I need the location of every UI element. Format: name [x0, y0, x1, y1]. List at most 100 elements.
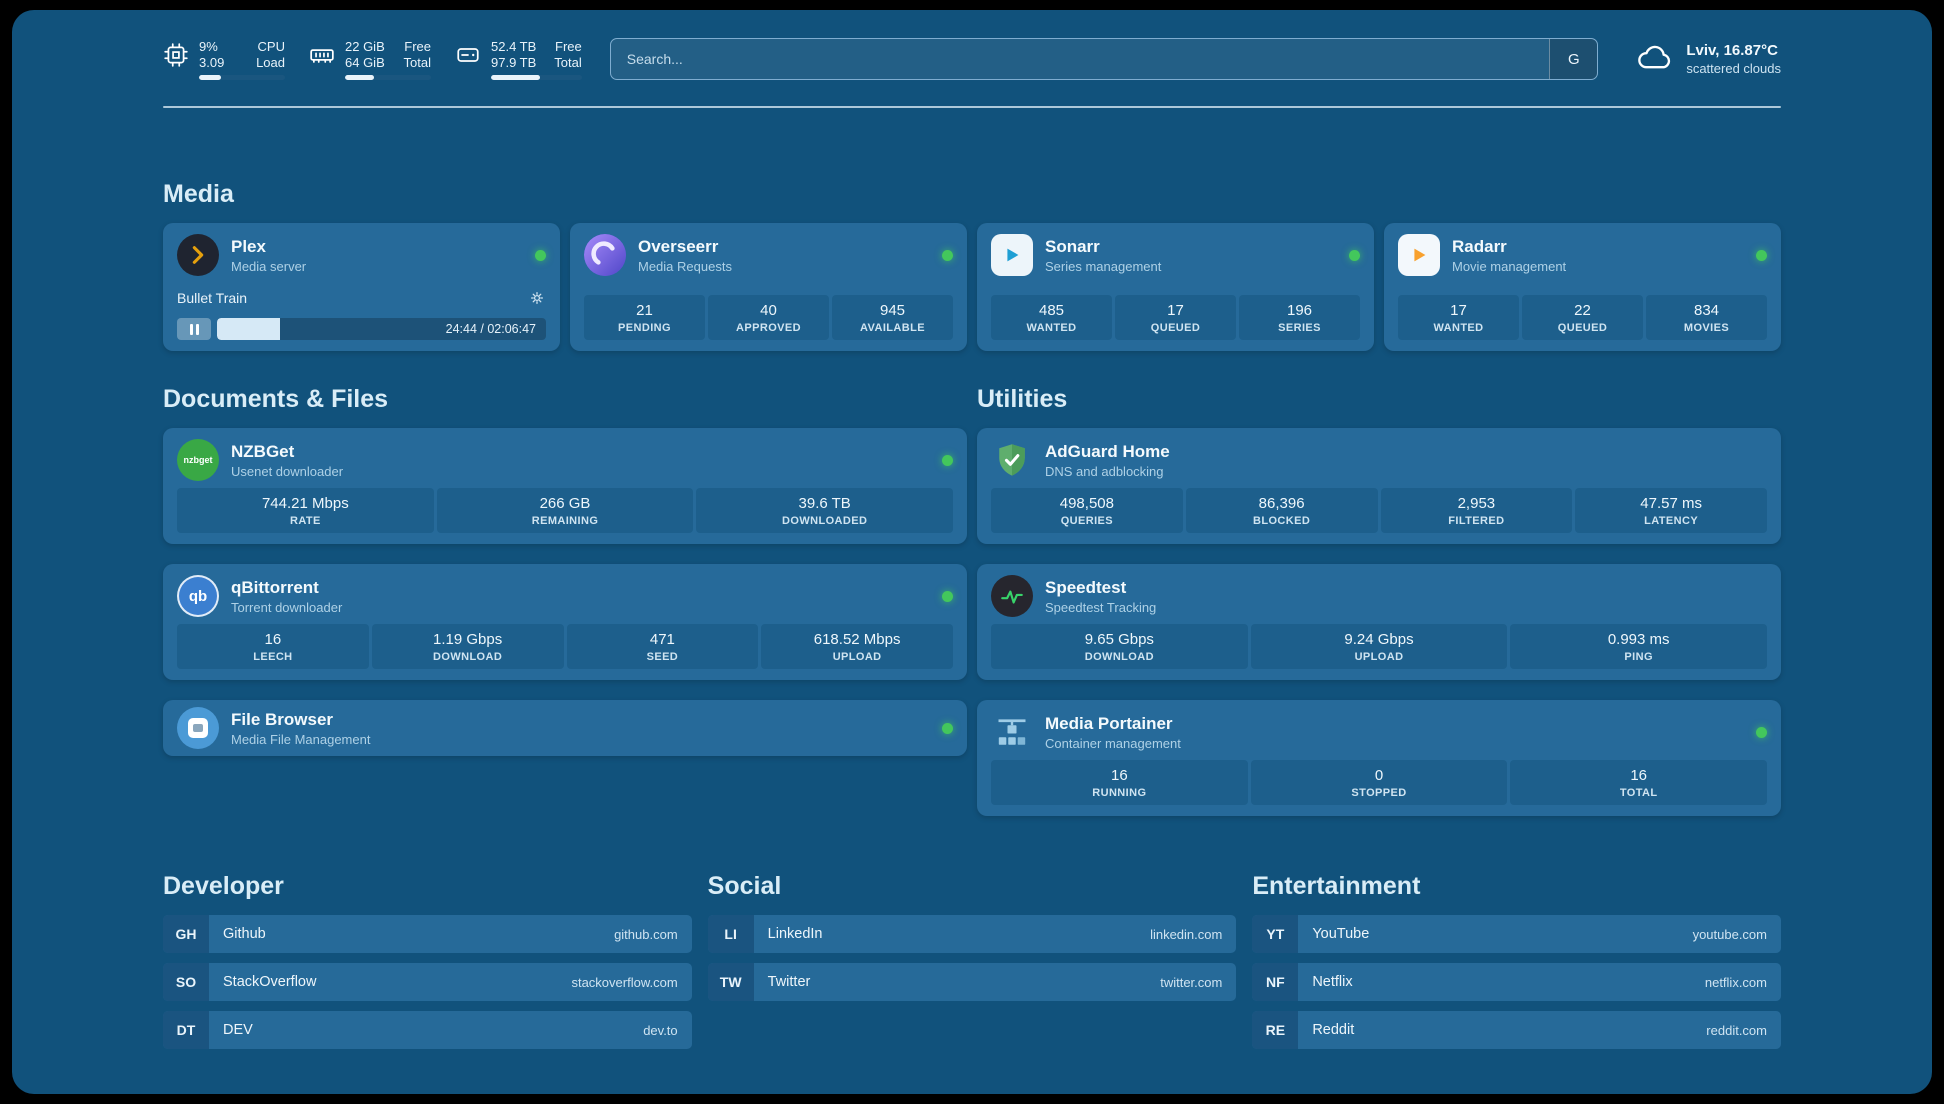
app-subtitle: Container management — [1045, 735, 1181, 751]
cloud-icon — [1636, 42, 1674, 77]
stat-label: MOVIES — [1683, 322, 1730, 334]
section-title-documents: Documents & Files — [163, 385, 389, 413]
playback-progress-bar[interactable]: 24:44 / 02:06:47 — [217, 318, 546, 340]
links-column-entertainment: Entertainment YT YouTube youtube.com NF … — [1252, 872, 1781, 1049]
app-card-portainer[interactable]: Media Portainer Container management 16 … — [977, 700, 1781, 816]
app-card-plex[interactable]: Plex Media server Bullet Train — [163, 223, 560, 351]
ram-total-value: 64 GiB — [345, 54, 385, 70]
disk-icon — [455, 39, 481, 73]
stat-tile: 16 RUNNING — [991, 760, 1248, 805]
stat-label: REMAINING — [531, 515, 599, 527]
stat-tile: 0.993 ms PING — [1510, 624, 1768, 669]
stat-value: 9.65 Gbps — [1084, 631, 1154, 648]
stat-value: 196 — [1286, 302, 1313, 319]
search-engine-button[interactable]: G — [1549, 39, 1598, 79]
youtube-icon: YT — [1252, 915, 1299, 953]
media-cards-row: Plex Media server Bullet Train — [163, 223, 1781, 351]
playback-progress-fill — [217, 318, 280, 340]
ram-free-label: Free — [404, 38, 431, 54]
stat-value: 618.52 Mbps — [813, 631, 901, 648]
stat-value: 16 — [264, 631, 282, 648]
stat-label: LEECH — [253, 651, 293, 663]
stat-label: WANTED — [1433, 322, 1484, 334]
twitter-icon: TW — [707, 963, 754, 1001]
app-title: File Browser — [231, 709, 334, 729]
app-card-radarr[interactable]: Radarr Movie management 17 WANTED 22 QUE… — [1384, 223, 1781, 351]
reddit-icon: RE — [1252, 1011, 1299, 1049]
stat-tile: 17 WANTED — [1398, 295, 1519, 340]
stat-label: STOPPED — [1351, 787, 1407, 799]
cpu-widget: 9% CPU 3.09 Load — [163, 39, 285, 80]
stat-label: FILTERED — [1448, 515, 1505, 527]
stat-tile: 1.19 Gbps DOWNLOAD — [371, 624, 564, 669]
cpu-usage-value: 9% — [199, 38, 218, 54]
app-title: qBittorrent — [231, 577, 319, 597]
stat-tile: 17 QUEUED — [1115, 295, 1236, 340]
link-linkedin[interactable]: LI LinkedIn linkedin.com — [707, 915, 1237, 953]
link-youtube[interactable]: YT YouTube youtube.com — [1252, 915, 1781, 953]
stat-tile: 86,396 BLOCKED — [1185, 488, 1378, 533]
stat-label: RATE — [289, 515, 321, 527]
app-subtitle: Series management — [1045, 258, 1162, 274]
portainer-icon — [991, 711, 1033, 753]
ram-total-label: Total — [403, 54, 431, 70]
stat-value: 2,953 — [1457, 495, 1496, 512]
status-dot — [1756, 726, 1767, 738]
link-name: StackOverflow — [223, 974, 317, 990]
link-reddit[interactable]: RE Reddit reddit.com — [1252, 1011, 1781, 1049]
link-netflix[interactable]: NF Netflix netflix.com — [1252, 963, 1781, 1001]
stat-tile: 16 LEECH — [177, 624, 369, 669]
app-card-speedtest[interactable]: Speedtest Speedtest Tracking 9.65 Gbps D… — [977, 564, 1781, 680]
link-dev[interactable]: DT DEV dev.to — [163, 1011, 692, 1049]
stats-row: 16 RUNNING 0 STOPPED 16 TOTAL — [991, 760, 1768, 805]
link-url: linkedin.com — [1150, 926, 1223, 942]
app-card-qbittorrent[interactable]: qb qBittorrent Torrent downloader 16 — [163, 564, 967, 680]
status-dot — [942, 722, 953, 734]
section-title-utilities: Utilities — [977, 385, 1068, 413]
stats-row: 21 PENDING 40 APPROVED 945 AVAILABLE — [584, 295, 953, 340]
disk-widget: 52.4 TB Free 97.9 TB Total — [455, 39, 582, 80]
stat-value: 17 — [1450, 302, 1467, 319]
app-subtitle: Media server — [231, 258, 307, 274]
stats-row: 16 LEECH 1.19 Gbps DOWNLOAD 471 SEED — [177, 624, 953, 669]
stat-value: 945 — [879, 302, 906, 319]
stat-label: QUERIES — [1060, 515, 1114, 527]
link-name: Github — [223, 926, 266, 942]
stat-tile: 196 SERIES — [1239, 295, 1360, 340]
stat-value: 498,508 — [1059, 495, 1114, 512]
stat-label: BLOCKED — [1253, 515, 1311, 527]
search-input[interactable] — [610, 39, 1550, 79]
app-card-adguard[interactable]: AdGuard Home DNS and adblocking 498,508 … — [977, 428, 1781, 544]
link-url: github.com — [614, 926, 678, 942]
app-card-filebrowser[interactable]: File Browser Media File Management — [163, 700, 967, 756]
header-divider — [163, 106, 1781, 108]
app-card-nzbget[interactable]: nzbget NZBGet Usenet downloader 744.21 M… — [163, 428, 967, 544]
stat-tile: 9.65 Gbps DOWNLOAD — [991, 624, 1248, 669]
playback-time: 24:44 / 02:06:47 — [445, 322, 536, 336]
ram-icon — [309, 39, 335, 73]
linkedin-icon: LI — [707, 915, 754, 953]
link-stackoverflow[interactable]: SO StackOverflow stackoverflow.com — [163, 963, 692, 1001]
link-url: reddit.com — [1706, 1022, 1767, 1038]
section-title-social: Social — [707, 872, 782, 900]
cpu-usage-label: CPU — [257, 38, 285, 54]
qbittorrent-icon-text: qb — [188, 587, 208, 605]
app-card-sonarr[interactable]: Sonarr Series management 485 WANTED 17 Q… — [977, 223, 1374, 351]
section-title-developer: Developer — [163, 872, 284, 900]
stat-value: 1.19 Gbps — [433, 631, 503, 648]
link-twitter[interactable]: TW Twitter twitter.com — [707, 963, 1237, 1001]
app-card-overseerr[interactable]: Overseerr Media Requests 21 PENDING 40 A… — [570, 223, 967, 351]
stat-label: TOTAL — [1619, 787, 1658, 799]
gear-icon[interactable] — [528, 289, 546, 307]
stat-label: DOWNLOAD — [1084, 651, 1154, 663]
stat-tile: 498,508 QUERIES — [991, 488, 1183, 533]
stat-label: SEED — [646, 651, 679, 663]
stat-label: DOWNLOADED — [782, 515, 868, 527]
pause-button[interactable] — [177, 318, 211, 340]
stats-row: 744.21 Mbps RATE 266 GB REMAINING 39.6 T… — [177, 488, 954, 533]
filebrowser-icon — [177, 707, 219, 749]
link-github[interactable]: GH Github github.com — [163, 915, 692, 953]
disk-total-label: Total — [554, 54, 582, 70]
section-title-media: Media — [163, 180, 234, 208]
link-name: LinkedIn — [767, 926, 823, 942]
